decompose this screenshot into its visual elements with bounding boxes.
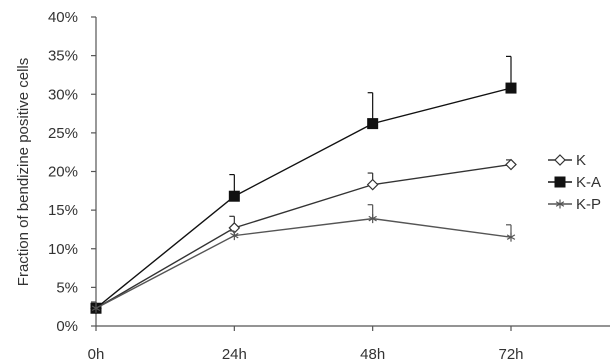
y-tick-label: 30% — [48, 86, 78, 103]
series-group — [90, 55, 517, 315]
data-point — [230, 231, 239, 241]
legend-item: K — [548, 152, 586, 169]
x-tick-label: 72h — [498, 346, 523, 362]
legend: K K-A K-P — [548, 152, 601, 213]
data-point — [506, 232, 516, 242]
y-tick-label: 25% — [48, 125, 78, 142]
data-point — [366, 178, 379, 191]
series-k-p — [91, 204, 516, 313]
y-tick-label: 10% — [48, 241, 78, 258]
y-axis-title: Fraction of bendizine positive cells — [15, 58, 32, 286]
data-point — [505, 158, 517, 171]
legend-label: K-A — [576, 174, 601, 191]
data-point — [228, 190, 240, 202]
data-point — [91, 303, 101, 313]
x-tick-label: 0h — [88, 346, 105, 362]
star-stroke — [91, 305, 101, 312]
y-tick-label: 20% — [48, 164, 78, 181]
series-k — [90, 158, 517, 315]
legend-item: K-A — [548, 174, 601, 191]
data-point — [367, 118, 379, 130]
axes-group: 0% 5% 10% 15% 20% 25% 30% 35% 40% 0h 24h 48h 72h — [48, 9, 610, 362]
x-tick-label: 48h — [360, 346, 385, 362]
y-tick-label: 35% — [48, 48, 78, 65]
series-line — [95, 87, 512, 309]
series-line — [95, 217, 512, 309]
star-stroke — [555, 201, 565, 207]
star-stroke — [368, 215, 377, 222]
legend-label: K — [576, 152, 586, 169]
star-stroke — [230, 232, 239, 239]
y-tick-label: 5% — [56, 279, 78, 296]
star-stroke — [506, 234, 516, 240]
legend-label: K-P — [576, 196, 601, 213]
data-point — [368, 214, 377, 224]
legend-marker — [554, 154, 566, 166]
legend-marker — [555, 199, 565, 209]
series-line — [95, 163, 512, 309]
y-tick-label: 0% — [56, 318, 78, 335]
y-tick-label: 15% — [48, 202, 78, 219]
x-tick-label: 24h — [222, 346, 247, 362]
legend-marker — [554, 176, 566, 188]
y-tick-label: 40% — [48, 9, 78, 26]
data-point — [505, 82, 517, 94]
legend-item: K-P — [548, 196, 601, 213]
